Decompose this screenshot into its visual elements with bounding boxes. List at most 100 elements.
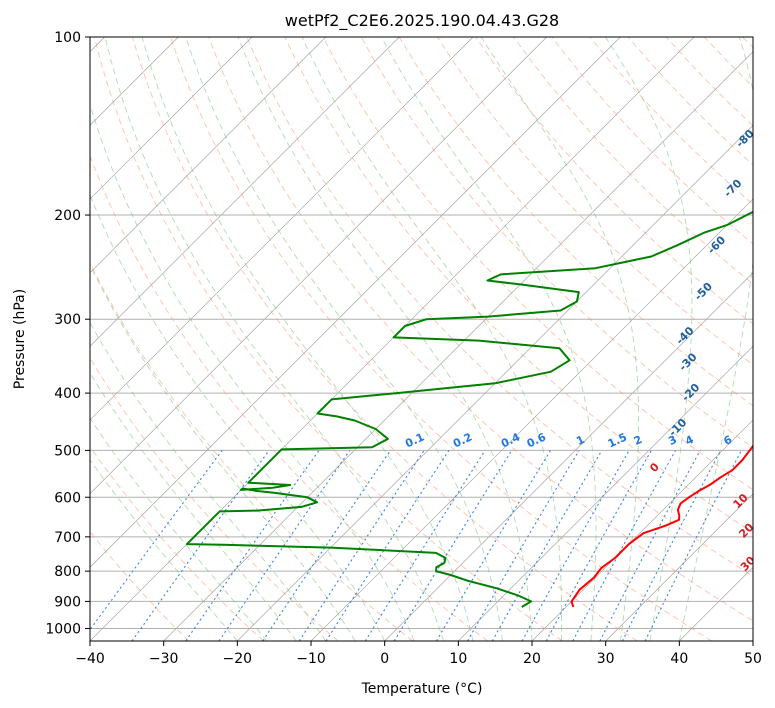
moist-adiabat-line — [90, 372, 297, 641]
isotherm-line — [90, 37, 400, 347]
dry-adiabat-line — [90, 357, 339, 641]
moist-adiabat-line — [301, 37, 563, 641]
y-tick-label: 600 — [54, 490, 81, 506]
y-tick-label: 200 — [54, 208, 81, 224]
y-tick-label: 700 — [54, 530, 81, 546]
mixing-ratio-line — [467, 450, 580, 641]
isotherm-line — [163, 51, 753, 641]
x-tick-label: 0 — [380, 651, 389, 667]
mixing-ratio-label: 0.2 — [451, 430, 474, 450]
mixing-ratio-line — [131, 450, 270, 641]
moist-adiabat-line — [104, 37, 445, 641]
y-tick-label: 800 — [54, 564, 81, 580]
dry-adiabat-line — [513, 37, 753, 285]
x-tick-label: −20 — [223, 651, 253, 667]
dry-adiabat-line — [90, 530, 190, 641]
moist-adiabat-line — [90, 263, 356, 641]
moist-adiabat-line — [141, 37, 474, 641]
moist-adiabat-line — [381, 37, 597, 641]
isopleth-labels: -100-90-80-70-60-50-40-30-20-100.1 0.2 0.4… — [403, 44, 775, 574]
dry-adiabat-line — [90, 262, 414, 641]
y-axis-title: Pressure (hPa) — [12, 289, 28, 389]
mixing-ratio-line — [545, 450, 652, 641]
y-tick-label: 300 — [54, 312, 81, 328]
chart-title: wetPf2_C2E6.2025.190.04.43.G28 — [285, 11, 559, 31]
isotherm-label: -90 — [753, 78, 775, 101]
y-tick-label: 900 — [54, 594, 81, 610]
isotherm-label: -20 — [679, 381, 702, 404]
dry-adiabat-line — [208, 37, 753, 622]
isotherm-line — [531, 419, 753, 641]
dry-adiabat-label: 0 — [647, 460, 662, 475]
dry-adiabat-line — [551, 37, 753, 245]
mixing-ratio-line — [298, 450, 425, 641]
dry-adiabat-lines — [90, 37, 753, 641]
x-tick-label: 50 — [744, 651, 762, 667]
mixing-ratio-label: 2 — [632, 433, 644, 448]
mixing-ratio-line — [599, 450, 701, 641]
x-tick-label: −40 — [75, 651, 105, 667]
x-tick-label: −10 — [296, 651, 326, 667]
isotherm-label: -70 — [721, 176, 744, 199]
dry-adiabat-line — [437, 37, 753, 366]
mixing-ratio-line — [572, 450, 676, 641]
x-tick-label: 30 — [597, 651, 615, 667]
mixing-ratio-lines — [90, 450, 742, 641]
isotherm-line — [90, 37, 253, 200]
isotherm-label: -40 — [673, 324, 696, 347]
moist-adiabat-line — [605, 37, 693, 641]
isotherm-label: -30 — [676, 350, 699, 373]
isotherm-line — [90, 37, 547, 495]
moist-adiabat-line — [90, 103, 415, 641]
moist-adiabat-line — [90, 194, 386, 641]
x-tick-label: 10 — [449, 651, 467, 667]
dry-adiabat-line — [170, 37, 712, 641]
dry-adiabat-line — [131, 37, 638, 641]
profile-line — [185, 210, 753, 608]
plot-frame — [89, 36, 754, 642]
isotherm-line — [90, 37, 474, 421]
moist-adiabat-line — [185, 37, 503, 641]
isotherm-line — [605, 493, 753, 641]
dry-adiabat-line — [90, 445, 264, 641]
dry-adiabat-line — [93, 37, 563, 641]
moist-adiabat-line — [90, 321, 327, 641]
x-axis-ticks: −40 −30 −20 −10 0 10 20 30 40 50 — [75, 641, 762, 667]
dry-adiabat-label: 10 — [731, 491, 751, 511]
mixing-ratio-label: 8 — [762, 433, 774, 448]
moist-adiabat-line — [90, 417, 268, 641]
isotherm-label: -60 — [705, 233, 728, 256]
profile-line — [570, 444, 753, 608]
moist-adiabat-line — [678, 37, 753, 641]
mixing-ratio-line — [325, 450, 450, 641]
isotherm-line — [237, 124, 753, 641]
y-tick-label: 500 — [54, 443, 81, 459]
moist-adiabat-lines — [90, 37, 753, 641]
dry-adiabat-label: 20 — [736, 520, 756, 540]
isotherm-line — [679, 566, 753, 641]
dry-adiabat-line — [322, 37, 753, 491]
mixing-ratio-line — [644, 450, 742, 641]
isotherm-line — [90, 37, 621, 568]
dry-adiabat-line — [475, 37, 753, 325]
isotherm-label: -100 — [758, 44, 775, 73]
mixing-ratio-line — [521, 450, 630, 641]
mixing-ratio-line — [90, 450, 223, 631]
x-tick-label: 20 — [523, 651, 541, 667]
mixing-ratio-label: 0.6 — [525, 430, 548, 450]
x-tick-label: −30 — [149, 651, 179, 667]
mixing-ratio-line — [364, 450, 486, 641]
isotherm-line — [752, 640, 753, 641]
moist-adiabat-line — [237, 37, 533, 641]
mixing-ratio-label: 4 — [683, 433, 696, 448]
mixing-ratio-label: 1.5 — [606, 430, 629, 450]
isotherm-line — [458, 345, 753, 641]
dry-adiabat-line — [703, 37, 753, 88]
moist-adiabat-line — [90, 458, 238, 641]
mixing-ratio-line — [621, 450, 722, 641]
x-tick-label: 40 — [670, 651, 688, 667]
isotherm-line — [384, 272, 753, 641]
mixing-ratio-line — [393, 450, 513, 641]
y-tick-label: 400 — [54, 386, 81, 402]
